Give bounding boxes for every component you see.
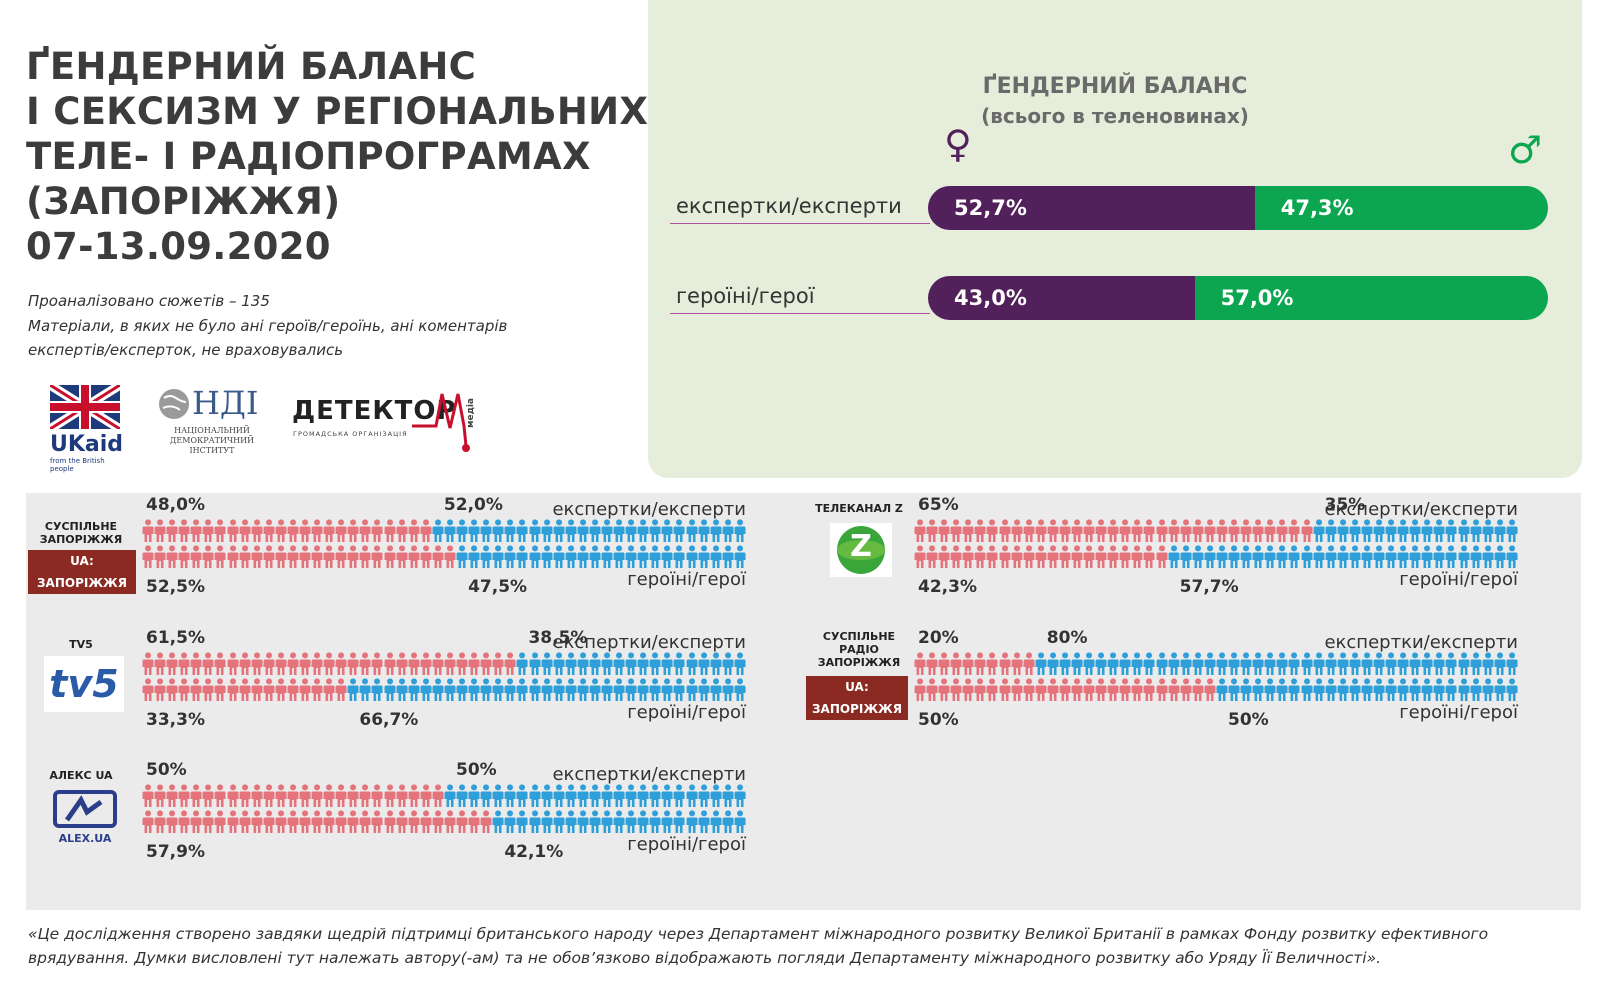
summary-bar-experts-male: 47,3% xyxy=(1254,186,1548,230)
ukaid-sub: from the British people xyxy=(50,457,105,473)
detector-media-word: медіа xyxy=(466,398,476,428)
detector-m-icon xyxy=(412,393,470,452)
ua-zaporizhzhia-badge: UA: ЗАПОРІЖЖЯ xyxy=(806,676,908,720)
channel-name: АЛЕКС UA xyxy=(49,769,113,782)
summary-title: ҐЕНДЕРНИЙ БАЛАНС xyxy=(982,74,1248,99)
detector-text: ДЕТЕКТОР xyxy=(292,396,457,426)
summary-bar-experts-female: 52,7% xyxy=(928,186,1255,230)
detector-media-logo: ДЕТЕКТОР ГРОМАДСЬКА ОРГАНІЗАЦІЯ медіа xyxy=(292,388,502,458)
male-symbol-icon: ♂ xyxy=(1508,128,1543,172)
ndi-sub-1: НАЦІОНАЛЬНИЙ xyxy=(174,426,250,435)
union-jack-icon xyxy=(47,381,123,433)
channel-logo-z: ТЕЛЕКАНАЛ Z Z xyxy=(804,493,914,583)
summary-row-label-heroes: героїні/герої xyxy=(676,284,815,308)
channel-name: ТЕЛЕКАНАЛ Z xyxy=(815,502,903,515)
channel-name-line: СУСПІЛЬНЕ xyxy=(44,520,118,533)
summary-bar-heroes-male: 57,0% xyxy=(1194,276,1548,320)
ndi-sub-2: ДЕМОКРАТИЧНИЙ xyxy=(169,436,255,445)
summary-row-line-heroes xyxy=(670,313,930,314)
channel-name-line: СУСПІЛЬНЕ xyxy=(822,630,896,643)
title-line-4: (ЗАПОРІЖЖЯ) xyxy=(26,180,341,223)
summary-bar-experts: 52,7% 47,3% xyxy=(928,186,1548,230)
ukaid-logo: UKaid from the British people xyxy=(47,381,124,473)
channel-name-line: ЗАПОРІЖЖЯ xyxy=(39,533,123,546)
channel-name-line: РАДІО xyxy=(839,643,879,656)
channel-logo-alex: АЛЕКС UA ALEX.UA xyxy=(26,764,136,864)
page-title: ҐЕНДЕРНИЙ БАЛАНС І СЕКСИЗМ У РЕГІОНАЛЬНИ… xyxy=(26,44,648,269)
summary-bar-heroes-female: 43,0% xyxy=(928,276,1195,320)
female-symbol-icon: ♀ xyxy=(944,122,972,166)
channel-logo-suspilne: СУСПІЛЬНЕ ЗАПОРІЖЖЯ UA: ЗАПОРІЖЖЯ xyxy=(26,493,136,594)
ukaid-text: UKaid xyxy=(50,432,124,457)
globe-icon xyxy=(159,389,189,419)
channel-name-line: ЗАПОРІЖЖЯ xyxy=(817,656,901,669)
channel-logo-tv5: TV5 tv5 xyxy=(26,630,136,720)
method-note-1: Матеріали, в яких не було ані героїв/гер… xyxy=(28,317,508,335)
detector-sub: ГРОМАДСЬКА ОРГАНІЗАЦІЯ xyxy=(293,430,408,438)
title-date: 07-13.09.2020 xyxy=(26,225,331,268)
summary-row-line-experts xyxy=(670,223,930,224)
alex-logo-text: ALEX.UA xyxy=(58,832,112,845)
ndi-text: НДІ xyxy=(192,384,259,422)
z-circle-icon xyxy=(837,526,885,574)
title-line-2: І СЕКСИЗМ У РЕГІОНАЛЬНИХ xyxy=(26,90,649,133)
channel-logo-suspilne-radio: СУСПІЛЬНЕ РАДІО ЗАПОРІЖЖЯ UA: ЗАПОРІЖЖЯ xyxy=(804,630,914,720)
title-line-1: ҐЕНДЕРНИЙ БАЛАНС xyxy=(26,45,477,88)
ua-zaporizhzhia-badge: UA: ЗАПОРІЖЖЯ xyxy=(28,550,136,594)
footer-disclaimer: «Це дослідження створено завдяки щедрій … xyxy=(28,925,1489,967)
alex-tv-icon xyxy=(53,790,117,828)
tv5-logo-text: tv5 xyxy=(49,662,119,706)
method-note-2: експертів/експерток, не враховувались xyxy=(28,341,344,359)
channel-name: TV5 xyxy=(69,638,93,651)
title-line-3: ТЕЛЕ- І РАДІОПРОГРАМАХ xyxy=(26,135,591,178)
summary-bar-heroes: 43,0% 57,0% xyxy=(928,276,1548,320)
summary-panel: ҐЕНДЕРНИЙ БАЛАНС (всього в теленовинах) … xyxy=(648,0,1582,478)
summary-subtitle: (всього в теленовинах) xyxy=(981,104,1249,128)
ndi-logo: НДІ НАЦІОНАЛЬНИЙ ДЕМОКРАТИЧНИЙ ІНСТИТУТ xyxy=(158,384,262,462)
summary-row-label-experts: експертки/експерти xyxy=(676,194,902,218)
z-logo-text: Z xyxy=(850,529,872,564)
stories-count: Проаналізовано сюжетів – 135 xyxy=(28,292,270,310)
ndi-sub-3: ІНСТИТУТ xyxy=(189,446,235,455)
